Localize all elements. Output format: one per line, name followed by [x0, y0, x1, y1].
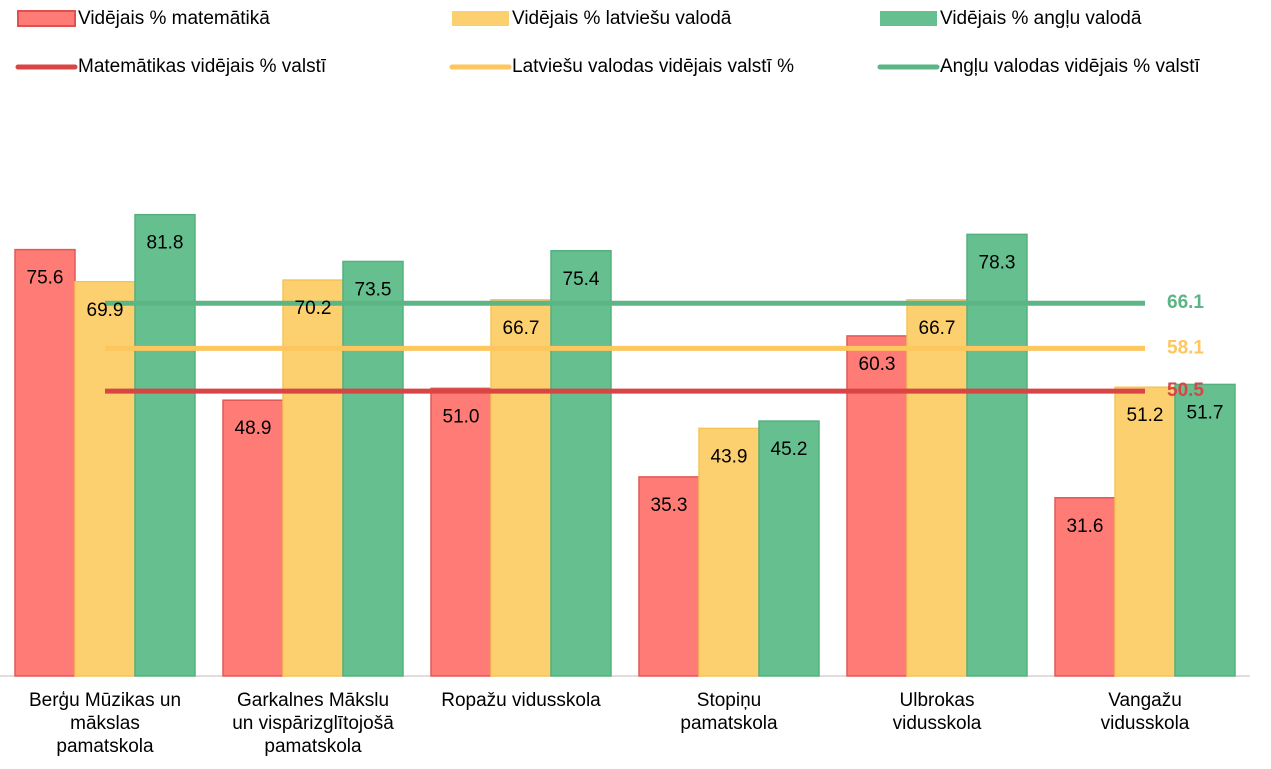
legend-label: Matemātikas vidējais % valstī: [78, 56, 327, 77]
legend-label: Vidējais % latviešu valodā: [512, 8, 732, 29]
x-tick-label: Garkalnes Mākslu un vispārizglītojošā pa…: [232, 690, 394, 757]
bar: [550, 249, 612, 677]
data-label: 73.5: [355, 279, 392, 300]
bar: [490, 299, 552, 677]
legend-label: Angļu valodas vidējais % valstī: [940, 56, 1201, 77]
data-label: 66.7: [919, 318, 956, 339]
x-tick-label: Ropažu vidusskola: [441, 690, 601, 711]
legend-label: Latviešu valodas vidējais valstī %: [512, 56, 794, 77]
bar: [638, 476, 700, 677]
bar: [1054, 497, 1116, 677]
bar: [74, 281, 136, 677]
data-label: 31.6: [1067, 516, 1104, 537]
data-label: 51.2: [1127, 405, 1164, 426]
bar: [134, 213, 196, 677]
data-label: 75.6: [27, 268, 64, 289]
data-label: 81.8: [147, 233, 184, 254]
legend-swatch: [17, 10, 76, 27]
data-label: 60.3: [859, 354, 896, 375]
bar: [1174, 383, 1236, 677]
bar: [906, 299, 968, 677]
bar: [846, 335, 908, 677]
reference-label: 66.1: [1167, 292, 1204, 313]
legend-swatch: [880, 11, 937, 26]
x-tick-label: Stopiņu pamatskola: [680, 690, 778, 734]
data-label: 66.7: [503, 318, 540, 339]
bar: [758, 420, 820, 677]
x-tick-label: Ulbrokas vidusskola: [892, 690, 982, 734]
bar: [430, 387, 492, 677]
legend-swatch: [452, 11, 509, 26]
data-label: 45.2: [771, 439, 808, 460]
data-label: 51.0: [443, 406, 480, 427]
bar: [1114, 386, 1176, 677]
bar: [222, 399, 284, 677]
reference-label: 50.5: [1167, 380, 1204, 401]
bar: [698, 427, 760, 677]
data-label: 75.4: [563, 269, 600, 290]
data-label: 35.3: [651, 495, 688, 516]
bar: [14, 248, 76, 677]
data-label: 70.2: [295, 298, 332, 319]
data-label: 78.3: [979, 252, 1016, 273]
bar: [342, 260, 404, 677]
x-tick-label: Vangažu vidusskola: [1100, 690, 1190, 734]
reference-label: 58.1: [1167, 337, 1204, 358]
bar: [966, 233, 1028, 677]
data-label: 69.9: [87, 300, 124, 321]
x-tick-label: Berģu Mūzikas un mākslas pamatskola: [28, 690, 182, 757]
legend-label: Vidējais % matemātikā: [78, 8, 270, 29]
legend-label: Vidējais % angļu valodā: [940, 8, 1142, 29]
data-label: 43.9: [711, 446, 748, 467]
data-label: 48.9: [235, 418, 272, 439]
bar: [282, 279, 344, 677]
data-label: 51.7: [1187, 402, 1224, 423]
